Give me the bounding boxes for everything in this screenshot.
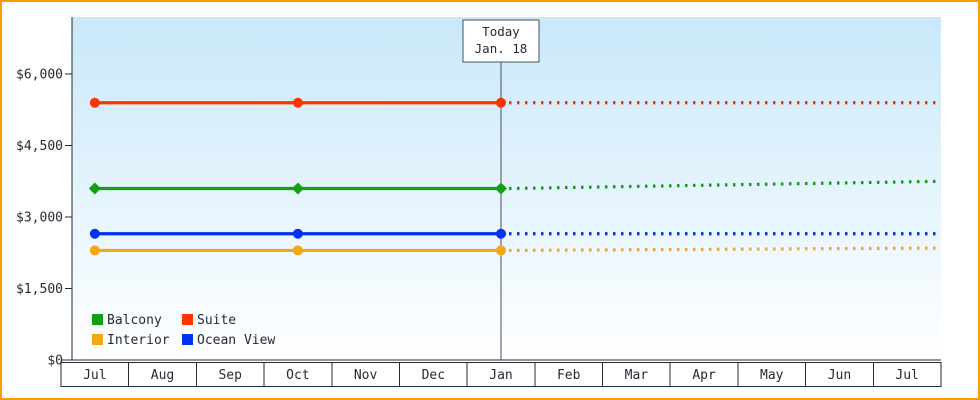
x-axis-month-label: May bbox=[760, 368, 784, 383]
legend-label-suite: Suite bbox=[197, 313, 236, 328]
series-marker-ocean-view bbox=[292, 228, 303, 239]
x-axis-month-cell bbox=[195, 362, 265, 387]
x-axis-month-label: Apr bbox=[692, 368, 716, 383]
legend-swatch-suite bbox=[182, 314, 193, 325]
x-axis-month-cell bbox=[602, 362, 671, 387]
x-axis-month-label: Mar bbox=[625, 368, 649, 383]
series-marker-balcony bbox=[291, 182, 304, 195]
y-axis-tick-label: $3,000 bbox=[16, 211, 63, 226]
series-marker-balcony bbox=[88, 182, 101, 195]
x-axis-month-label: Jul bbox=[895, 368, 918, 383]
series-marker-balcony bbox=[495, 182, 507, 195]
x-axis-month-cell bbox=[466, 362, 536, 387]
x-axis-month-cell bbox=[60, 362, 130, 387]
legend-swatch-interior bbox=[92, 334, 103, 345]
x-axis-month-label: Dec bbox=[422, 368, 445, 383]
x-axis-month-label: Nov bbox=[354, 368, 378, 383]
legend-swatch-ocean-view bbox=[182, 334, 193, 345]
x-axis-month-cell bbox=[263, 362, 333, 387]
today-label-line2: Jan. 18 bbox=[475, 41, 528, 56]
x-axis-month-label: Jun bbox=[828, 368, 851, 383]
series-marker-suite bbox=[292, 97, 303, 108]
y-axis-tick-label: $1,500 bbox=[16, 282, 63, 297]
series-marker-ocean-view bbox=[496, 228, 506, 239]
x-axis-month-cell bbox=[669, 362, 739, 387]
y-axis-tick-label: $4,500 bbox=[16, 139, 63, 154]
series-marker-suite bbox=[496, 97, 506, 108]
x-axis-month-cell bbox=[534, 362, 604, 387]
series-marker-ocean-view bbox=[89, 228, 100, 239]
today-label-line1: Today bbox=[482, 24, 520, 39]
x-axis-month-cell bbox=[872, 362, 942, 387]
y-axis-tick-label: $6,000 bbox=[16, 68, 63, 83]
x-axis-month-label: Oct bbox=[286, 368, 309, 383]
x-axis-month-cell bbox=[128, 362, 197, 387]
x-axis-month-label: Aug bbox=[151, 368, 174, 383]
x-axis-month-cell bbox=[398, 362, 468, 387]
series-marker-suite bbox=[89, 97, 100, 108]
x-axis-month-label: Feb bbox=[557, 368, 581, 383]
legend-swatch-balcony bbox=[92, 314, 103, 325]
legend-label-interior: Interior bbox=[107, 333, 170, 348]
x-axis-month-cell bbox=[737, 362, 807, 387]
y-axis-tick-label: $0 bbox=[47, 354, 63, 369]
x-axis-month-label: Jul bbox=[83, 368, 106, 383]
series-marker-interior bbox=[89, 245, 100, 256]
legend-label-ocean-view: Ocean View bbox=[197, 333, 275, 348]
x-axis-month-label: Jan bbox=[489, 368, 512, 383]
x-axis-month-label: Sep bbox=[218, 368, 242, 383]
series-marker-interior bbox=[496, 245, 506, 256]
legend-label-balcony: Balcony bbox=[107, 313, 162, 328]
series-marker-interior bbox=[292, 245, 303, 256]
x-axis-month-cell bbox=[805, 362, 874, 387]
today-label-box bbox=[462, 19, 540, 63]
